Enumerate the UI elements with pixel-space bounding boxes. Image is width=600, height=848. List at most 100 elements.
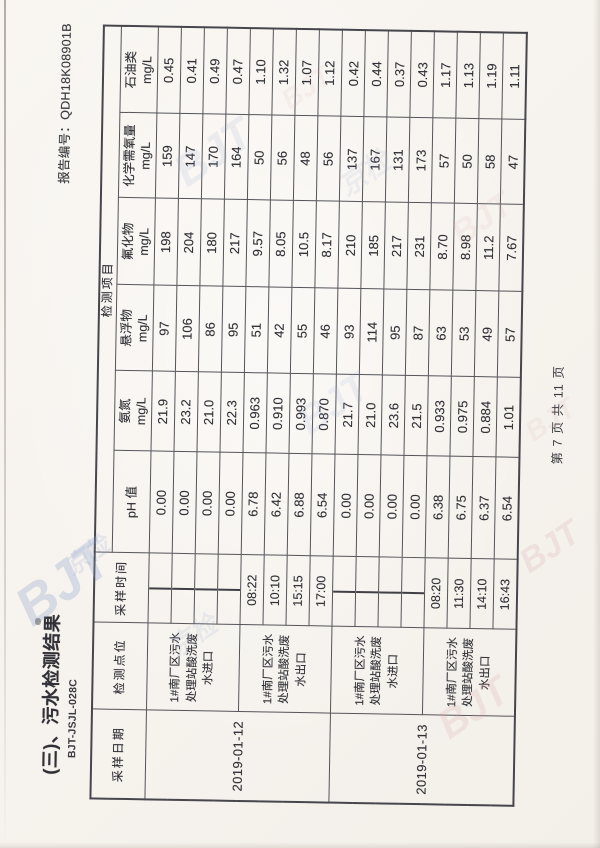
time-cell <box>331 556 357 627</box>
empty-dash <box>148 587 171 590</box>
empty-dash <box>402 591 425 595</box>
value-cell: 0.44 <box>363 30 389 118</box>
value-cell: 42 <box>267 287 292 374</box>
value-cell: 11.2 <box>476 204 501 292</box>
time-cell: 17:00 <box>308 556 334 627</box>
value-cell: 23.6 <box>381 375 406 456</box>
value-cell: 51 <box>244 287 269 374</box>
value-cell: 1.32 <box>271 28 297 116</box>
value-cell: 167 <box>362 117 387 203</box>
empty-dash <box>194 588 217 591</box>
value-cell: 106 <box>174 285 200 373</box>
value-cell: 1.17 <box>433 31 458 119</box>
empty-dash <box>171 587 194 591</box>
time-cell: 11:30 <box>447 558 472 630</box>
header-sample-date: 采样日期 <box>90 709 146 800</box>
value-cell: 93 <box>336 288 361 376</box>
header-sample-point: 检测点位 <box>91 622 148 711</box>
header-suspended-solids: 悬浮物 mg/L <box>114 284 154 372</box>
value-cell: 56 <box>270 115 295 201</box>
value-cell: 21.5 <box>404 375 429 457</box>
point-cell: 1#南厂区污水 处理站酸洗废 水进口 <box>145 623 240 712</box>
value-cell: 0.42 <box>340 29 366 118</box>
value-cell: 9.57 <box>245 200 271 288</box>
value-cell: 57 <box>497 291 523 378</box>
value-cell: 159 <box>154 113 180 199</box>
value-cell: 0.00 <box>194 452 220 555</box>
header-cod: 化学需氧量 mg/L <box>117 112 157 199</box>
value-cell: 185 <box>360 202 386 290</box>
value-cell: 6.42 <box>264 453 289 556</box>
value-cell: 0.43 <box>410 30 435 119</box>
value-cell: 6.78 <box>240 453 266 556</box>
section-title: (三)、污水检测结果 <box>39 613 63 775</box>
report-number: 报告编号：QDH18K08901B <box>57 23 74 184</box>
value-cell: 56 <box>316 116 341 202</box>
value-cell: 86 <box>198 286 223 373</box>
value-cell: 23.2 <box>173 371 199 453</box>
value-cell: 22.3 <box>219 372 245 454</box>
value-cell: 8.98 <box>453 203 478 292</box>
time-cell: 15:15 <box>285 555 311 627</box>
value-cell: 0.933 <box>427 376 452 457</box>
time-cell: 10:10 <box>262 555 288 626</box>
value-cell: 0.45 <box>156 26 181 114</box>
header-ammonia: 氨氮 mg/L <box>113 370 152 452</box>
value-cell: 114 <box>359 289 384 376</box>
value-cell: 95 <box>221 286 246 374</box>
value-cell: 173 <box>408 117 434 204</box>
value-cell: 0.975 <box>450 376 475 458</box>
time-cell <box>193 554 218 625</box>
value-cell: 164 <box>224 114 249 201</box>
value-cell: 58 <box>477 119 503 205</box>
value-cell: 6.38 <box>425 456 451 559</box>
time-cell <box>170 553 195 625</box>
value-cell: 63 <box>428 290 454 377</box>
value-cell: 231 <box>407 202 432 291</box>
value-cell: 0.00 <box>379 455 405 558</box>
value-cell: 0.910 <box>265 373 291 454</box>
empty-dash <box>356 591 379 594</box>
time-cell: 16:43 <box>493 559 518 630</box>
header-petroleum: 石油类 mg/L <box>119 25 158 114</box>
value-cell: 0.00 <box>148 451 174 554</box>
time-cell <box>401 557 426 629</box>
value-cell: 170 <box>201 114 226 200</box>
value-cell: 21.0 <box>196 372 222 453</box>
header-sample-time: 采样时间 <box>93 552 149 624</box>
value-cell: 49 <box>474 291 500 378</box>
value-cell: 6.88 <box>287 453 312 557</box>
value-cell: 1.10 <box>248 28 274 116</box>
value-cell: 0.963 <box>242 373 268 454</box>
value-cell: 210 <box>337 201 363 290</box>
value-cell: 217 <box>383 202 409 290</box>
value-cell: 6.54 <box>494 457 520 560</box>
date-cell: 2019-01-12 <box>144 710 331 803</box>
time-cell <box>355 557 380 628</box>
value-cell: 55 <box>290 287 315 375</box>
scan-edge-right <box>593 0 600 848</box>
value-cell: 0.00 <box>402 455 428 559</box>
value-cell: 198 <box>153 198 178 286</box>
value-cell: 8.17 <box>314 201 340 289</box>
value-cell: 204 <box>176 198 202 287</box>
time-cell: 08:22 <box>239 554 265 626</box>
value-cell: 48 <box>293 115 318 202</box>
value-cell: 0.884 <box>473 377 498 458</box>
value-cell: 50 <box>454 118 480 205</box>
value-cell: 0.993 <box>288 373 314 455</box>
value-cell: 1.07 <box>294 28 320 117</box>
value-cell: 0.00 <box>217 452 243 555</box>
value-cell: 0.49 <box>202 27 228 115</box>
value-cell: 131 <box>385 117 411 203</box>
value-cell: 0.41 <box>179 26 205 115</box>
value-cell: 47 <box>500 119 526 205</box>
value-cell: 1.11 <box>502 32 527 120</box>
date-cell: 2019-01-13 <box>328 713 515 806</box>
value-cell: 0.47 <box>225 27 251 116</box>
value-cell: 6.37 <box>471 457 497 560</box>
value-cell: 21.0 <box>358 375 383 456</box>
empty-dash <box>217 588 240 591</box>
value-cell: 87 <box>405 289 431 377</box>
